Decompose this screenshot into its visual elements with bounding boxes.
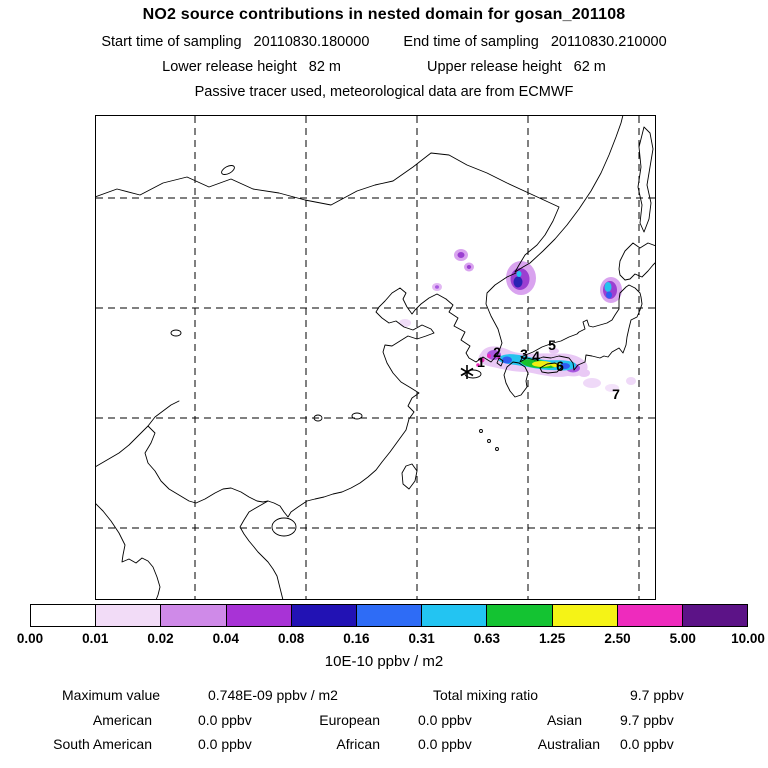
upper-release-label: Upper release height <box>427 59 562 75</box>
source-marker-7: 7 <box>612 386 620 402</box>
stat-region-value-asian: 9.7 ppbv <box>620 712 674 728</box>
source-marker-2: 2 <box>493 344 501 360</box>
sampling-times-row: Start time of sampling 20110830.180000 E… <box>0 34 768 50</box>
upper-release-value: 62 m <box>573 59 606 75</box>
stat-region-name-australian: Australian <box>537 736 600 752</box>
colorbar-cell-4 <box>291 605 357 626</box>
upper-release-height: Upper release height 62 m <box>427 59 606 75</box>
colorbar-cell-10 <box>682 605 748 626</box>
lower-release-label: Lower release height <box>162 59 297 75</box>
colorbar-cell-5 <box>356 605 423 626</box>
source-marker-6: 6 <box>556 358 564 374</box>
colorbar-tick: 5.00 <box>669 631 696 646</box>
colorbar-unit: 10E-10 ppbv / m2 <box>324 653 444 670</box>
end-time-value: 20110830.210000 <box>550 34 667 50</box>
lower-release-value: 82 m <box>308 59 341 75</box>
release-heights-row: Lower release height 82 m Upper release … <box>0 59 768 75</box>
stat-maximum-label: Maximum value <box>62 687 161 703</box>
colorbar-tick: 0.63 <box>473 631 501 646</box>
colorbar-cell-3 <box>226 605 292 626</box>
colorbar-tick: 0.01 <box>82 631 109 646</box>
source-marker-3: 3 <box>520 346 528 362</box>
tracer-note-row: Passive tracer used, meteorological data… <box>0 84 768 100</box>
colorbar-cell-2 <box>161 605 227 626</box>
receptor-star-icon <box>460 365 474 379</box>
colorbar-cell-7 <box>487 605 553 626</box>
colorbar-tick: 2.50 <box>604 631 631 646</box>
stat-region-name-african: African <box>336 736 380 752</box>
colorbar-tick: 1.25 <box>539 631 566 646</box>
stat-maximum-value: 0.748E-09 ppbv / m2 <box>208 687 338 703</box>
source-marker-4: 4 <box>532 348 540 364</box>
colorbar-cell-8 <box>552 605 618 626</box>
colorbar-ticks: 0.00 0.01 0.02 0.04 0.08 0.16 0.31 0.63 1.25 2.50… <box>17 631 765 648</box>
lower-release-height: Lower release height 82 m <box>162 59 341 75</box>
end-time-label: End time of sampling <box>403 34 539 50</box>
map-canvas: 12 3 456 7 <box>94 114 657 601</box>
tracer-note: Passive tracer used, meteorological data… <box>194 84 574 100</box>
page-title: NO2 source contributions in nested domai… <box>142 6 626 23</box>
stat-total-value: 9.7 ppbv <box>630 687 684 703</box>
stat-region-name-south-american: South American <box>53 736 152 752</box>
concentration-plumes <box>399 249 636 392</box>
colorbar-tick: 0.02 <box>147 631 174 646</box>
colorbar-tick: 10.00 <box>731 631 765 646</box>
colorbar-cell-1 <box>96 605 162 626</box>
start-time-label: Start time of sampling <box>101 34 242 50</box>
colorbar-cell-9 <box>617 605 683 626</box>
stat-region-name-american: American <box>92 712 152 728</box>
colorbar-tick: 0.08 <box>277 631 305 646</box>
colorbar-cell-0 <box>31 605 97 626</box>
colorbar-tick: 0.16 <box>343 631 370 646</box>
stat-region-value-australian: 0.0 ppbv <box>620 736 674 752</box>
colorbar-tick: 0.31 <box>408 631 435 646</box>
source-markers: 12 3 456 7 <box>477 337 620 402</box>
stat-region-name-european: European <box>319 712 380 728</box>
colorbar <box>30 604 748 627</box>
start-time: Start time of sampling 20110830.180000 <box>101 34 369 50</box>
stat-region-name-asian: Asian <box>546 712 582 728</box>
stat-region-value-african: 0.0 ppbv <box>418 736 472 752</box>
stats: Maximum value 0.748E-09 ppbv / m2 Total … <box>0 687 768 762</box>
stat-region-value-south-american: 0.0 ppbv <box>198 736 252 752</box>
end-time: End time of sampling 20110830.210000 <box>403 34 666 50</box>
colorbar-cell-6 <box>422 605 488 626</box>
start-time-value: 20110830.180000 <box>253 34 370 50</box>
source-marker-5: 5 <box>548 337 556 353</box>
stat-region-value-american: 0.0 ppbv <box>198 712 252 728</box>
source-marker-1: 1 <box>477 354 485 370</box>
colorbar-tick: 0.04 <box>212 631 239 646</box>
stat-region-value-european: 0.0 ppbv <box>418 712 472 728</box>
colorbar-tick: 0.00 <box>16 631 44 646</box>
stat-total-label: Total mixing ratio <box>433 687 539 703</box>
